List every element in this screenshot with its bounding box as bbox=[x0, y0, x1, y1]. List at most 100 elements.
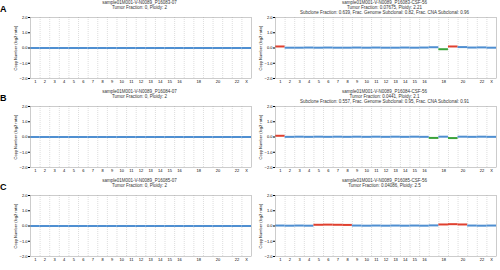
svg-text:3: 3 bbox=[53, 168, 56, 173]
svg-text:7: 7 bbox=[337, 79, 340, 84]
svg-text:16: 16 bbox=[422, 168, 427, 173]
svg-text:18: 18 bbox=[441, 168, 446, 173]
svg-text:20: 20 bbox=[216, 257, 221, 262]
svg-text:22: 22 bbox=[480, 257, 485, 262]
svg-text:3: 3 bbox=[298, 257, 301, 262]
svg-text:Copy Number (log2 ratio): Copy Number (log2 ratio) bbox=[13, 25, 18, 71]
svg-text:2.0: 2.0 bbox=[22, 193, 28, 198]
svg-text:22: 22 bbox=[235, 257, 240, 262]
svg-text:20: 20 bbox=[216, 79, 221, 84]
svg-text:−2.0: −2.0 bbox=[265, 76, 274, 81]
svg-text:6: 6 bbox=[82, 79, 85, 84]
svg-text:3: 3 bbox=[53, 79, 56, 84]
svg-text:X: X bbox=[490, 168, 493, 173]
svg-text:4: 4 bbox=[308, 79, 311, 84]
svg-text:5: 5 bbox=[73, 257, 76, 262]
svg-text:13: 13 bbox=[148, 79, 153, 84]
svg-text:11: 11 bbox=[374, 79, 379, 84]
svg-text:7: 7 bbox=[337, 257, 340, 262]
svg-text:1.0: 1.0 bbox=[267, 30, 273, 35]
svg-text:4: 4 bbox=[308, 168, 311, 173]
svg-text:−1.0: −1.0 bbox=[20, 239, 29, 244]
svg-text:1.0: 1.0 bbox=[22, 30, 28, 35]
svg-text:4: 4 bbox=[63, 257, 66, 262]
svg-text:2.0: 2.0 bbox=[267, 193, 273, 198]
svg-text:9: 9 bbox=[111, 168, 114, 173]
svg-text:3: 3 bbox=[53, 257, 56, 262]
svg-text:11: 11 bbox=[129, 79, 134, 84]
svg-text:12: 12 bbox=[384, 168, 389, 173]
svg-text:5: 5 bbox=[73, 168, 76, 173]
svg-text:Copy Number (log2 ratio): Copy Number (log2 ratio) bbox=[258, 203, 263, 249]
svg-text:1: 1 bbox=[34, 168, 37, 173]
svg-text:12: 12 bbox=[384, 257, 389, 262]
svg-text:18: 18 bbox=[441, 79, 446, 84]
svg-text:1.0: 1.0 bbox=[22, 119, 28, 124]
svg-text:−2.0: −2.0 bbox=[20, 165, 29, 170]
svg-text:10: 10 bbox=[120, 168, 125, 173]
svg-text:2.0: 2.0 bbox=[22, 15, 28, 20]
svg-text:14: 14 bbox=[403, 79, 408, 84]
svg-text:9: 9 bbox=[111, 79, 114, 84]
svg-text:12: 12 bbox=[139, 168, 144, 173]
svg-text:14: 14 bbox=[158, 257, 163, 262]
svg-text:15: 15 bbox=[413, 79, 418, 84]
svg-text:1.0: 1.0 bbox=[267, 208, 273, 213]
svg-text:0.0: 0.0 bbox=[267, 134, 273, 139]
svg-text:1: 1 bbox=[34, 79, 37, 84]
svg-text:X: X bbox=[245, 79, 248, 84]
svg-text:8: 8 bbox=[101, 79, 104, 84]
svg-text:0.0: 0.0 bbox=[22, 45, 28, 50]
svg-text:15: 15 bbox=[413, 257, 418, 262]
svg-text:14: 14 bbox=[158, 79, 163, 84]
svg-text:14: 14 bbox=[403, 168, 408, 173]
svg-text:5: 5 bbox=[318, 168, 321, 173]
svg-text:2: 2 bbox=[44, 168, 47, 173]
svg-text:7: 7 bbox=[92, 168, 95, 173]
svg-text:6: 6 bbox=[82, 168, 85, 173]
svg-text:2: 2 bbox=[289, 257, 292, 262]
svg-text:3: 3 bbox=[298, 168, 301, 173]
svg-text:3: 3 bbox=[298, 79, 301, 84]
svg-text:5: 5 bbox=[318, 79, 321, 84]
svg-text:16: 16 bbox=[177, 168, 182, 173]
svg-text:9: 9 bbox=[356, 79, 359, 84]
svg-text:−1.0: −1.0 bbox=[20, 150, 29, 155]
svg-text:4: 4 bbox=[63, 79, 66, 84]
svg-text:1: 1 bbox=[279, 257, 282, 262]
svg-text:12: 12 bbox=[139, 257, 144, 262]
svg-text:X: X bbox=[245, 257, 248, 262]
svg-text:6: 6 bbox=[327, 168, 330, 173]
svg-text:6: 6 bbox=[327, 257, 330, 262]
svg-text:15: 15 bbox=[168, 168, 173, 173]
svg-text:1.0: 1.0 bbox=[267, 119, 273, 124]
svg-text:11: 11 bbox=[374, 257, 379, 262]
svg-text:7: 7 bbox=[92, 79, 95, 84]
svg-text:16: 16 bbox=[177, 257, 182, 262]
svg-text:11: 11 bbox=[129, 257, 134, 262]
svg-text:22: 22 bbox=[235, 168, 240, 173]
svg-text:16: 16 bbox=[422, 79, 427, 84]
svg-text:0.0: 0.0 bbox=[267, 45, 273, 50]
svg-text:11: 11 bbox=[374, 168, 379, 173]
svg-text:7: 7 bbox=[92, 257, 95, 262]
svg-text:11: 11 bbox=[129, 168, 134, 173]
svg-text:Copy Number (log2 ratio): Copy Number (log2 ratio) bbox=[13, 114, 18, 160]
svg-text:13: 13 bbox=[393, 257, 398, 262]
svg-text:−2.0: −2.0 bbox=[265, 254, 274, 259]
svg-text:1.0: 1.0 bbox=[22, 208, 28, 213]
svg-text:13: 13 bbox=[148, 257, 153, 262]
svg-text:7: 7 bbox=[337, 168, 340, 173]
svg-text:22: 22 bbox=[480, 168, 485, 173]
svg-text:9: 9 bbox=[356, 257, 359, 262]
svg-text:10: 10 bbox=[365, 257, 370, 262]
svg-text:−1.0: −1.0 bbox=[265, 150, 274, 155]
svg-text:18: 18 bbox=[196, 168, 201, 173]
svg-text:8: 8 bbox=[346, 168, 349, 173]
svg-text:−2.0: −2.0 bbox=[265, 165, 274, 170]
svg-text:18: 18 bbox=[196, 257, 201, 262]
svg-text:20: 20 bbox=[461, 257, 466, 262]
svg-text:15: 15 bbox=[413, 168, 418, 173]
svg-text:12: 12 bbox=[384, 79, 389, 84]
svg-text:8: 8 bbox=[346, 257, 349, 262]
